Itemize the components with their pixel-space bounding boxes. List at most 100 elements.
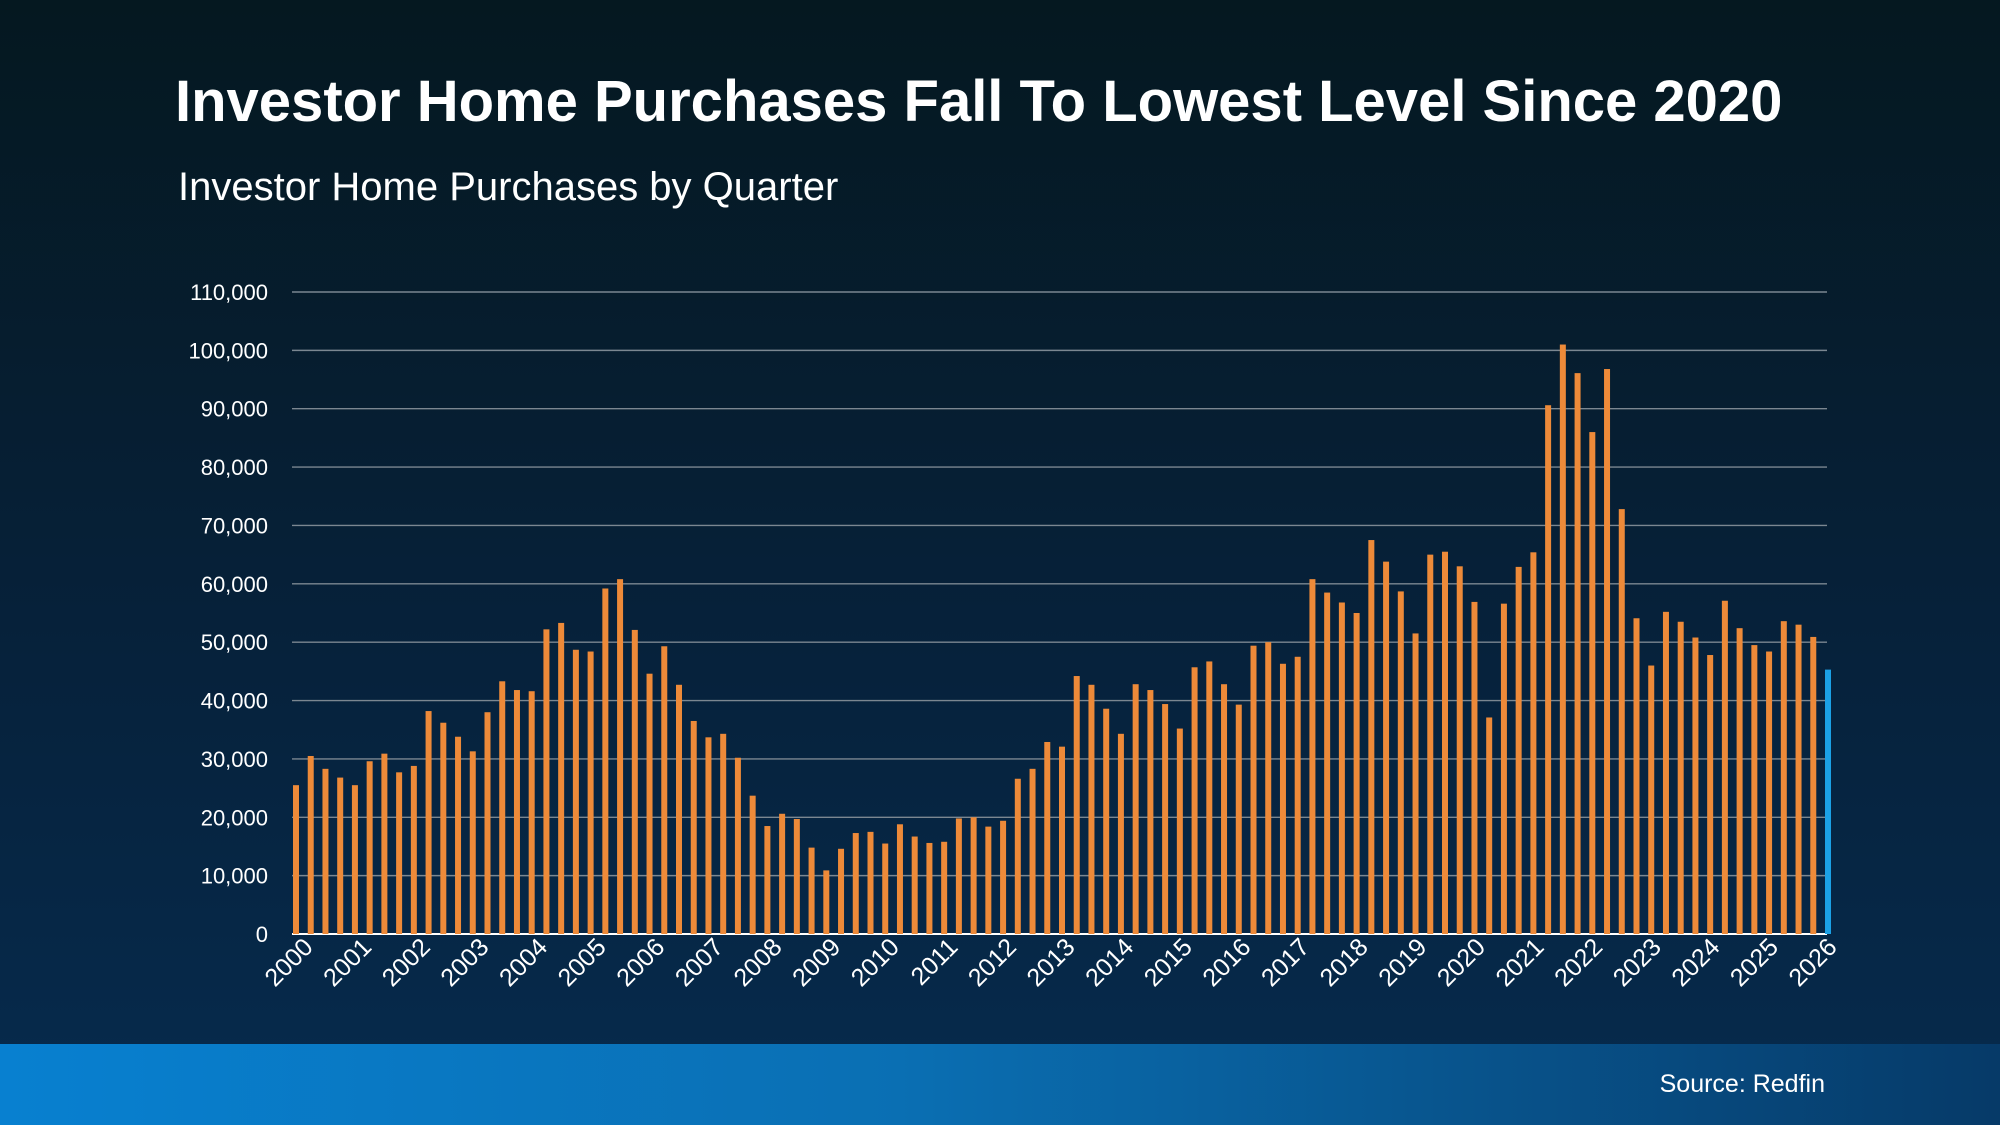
x-tick-label: 2007 (670, 933, 729, 992)
bar (631, 629, 638, 934)
bar (1059, 746, 1065, 934)
bar (1810, 636, 1817, 934)
bar (1147, 690, 1154, 934)
bar (896, 824, 903, 934)
x-tick-label: 2010 (846, 933, 905, 992)
x-tick-label: 2002 (377, 933, 436, 992)
bar (1545, 405, 1552, 934)
x-tick-label: 2026 (1783, 933, 1842, 992)
x-tick-label: 2004 (494, 933, 553, 992)
bar (1618, 509, 1625, 934)
y-tick-label: 90,000 (201, 397, 268, 422)
bar (808, 847, 815, 934)
x-tick-label: 2024 (1666, 933, 1725, 992)
x-axis-tick-labels: 2000 2001 2002 2003 2004 2005 2006 2007 2008 2009… (259, 933, 1842, 992)
bar (1648, 665, 1655, 934)
y-tick-label: 110,000 (190, 280, 268, 305)
bar (720, 733, 727, 934)
bar (764, 826, 771, 934)
bars (293, 344, 1831, 934)
bar (1309, 579, 1316, 934)
bar (1574, 373, 1581, 934)
bar (1633, 618, 1640, 934)
bar (1294, 656, 1301, 934)
bar (1780, 621, 1787, 934)
x-tick-label: 2012 (963, 933, 1022, 992)
bar (1221, 684, 1228, 934)
bar (1000, 820, 1007, 934)
bar (1265, 642, 1272, 934)
y-tick-label: 10,000 (201, 864, 268, 889)
bar (1368, 540, 1375, 934)
bar (1191, 667, 1198, 934)
bar (1707, 655, 1714, 934)
bar (1383, 561, 1390, 934)
x-tick-label: 2005 (553, 933, 612, 992)
bar (955, 818, 962, 934)
bar (1692, 637, 1699, 934)
x-tick-label: 2003 (435, 933, 494, 992)
x-tick-label: 2025 (1725, 933, 1784, 992)
bar (410, 765, 417, 934)
x-tick-label: 2020 (1432, 933, 1491, 992)
bar (1559, 344, 1566, 934)
bar (1412, 633, 1419, 934)
bar (1088, 684, 1095, 934)
chart-subtitle: Investor Home Purchases by Quarter (178, 165, 839, 209)
bar (1338, 602, 1345, 934)
bar (440, 722, 447, 934)
bar (484, 712, 491, 934)
bar (793, 819, 800, 934)
y-tick-label: 30,000 (201, 747, 268, 772)
bar (941, 841, 948, 934)
bar (1500, 603, 1507, 934)
y-tick-label: 100,000 (188, 338, 268, 363)
x-tick-label: 2021 (1490, 933, 1549, 992)
bar (1029, 768, 1036, 934)
source-label: Source: Redfin (1659, 1070, 1825, 1098)
y-axis-tick-labels: 0 10,000 20,000 30,000 40,000 50,000 60,000 70,… (188, 280, 268, 947)
y-tick-label: 50,000 (201, 630, 268, 655)
x-tick-label: 2017 (1256, 933, 1315, 992)
bar (1397, 591, 1404, 934)
bar (1662, 611, 1669, 934)
bar (1766, 651, 1773, 934)
x-tick-label: 2022 (1549, 933, 1608, 992)
bar (1206, 661, 1213, 934)
bar (852, 833, 859, 934)
x-tick-label: 2013 (1021, 933, 1080, 992)
y-tick-label: 40,000 (201, 689, 268, 714)
x-tick-label: 2016 (1197, 933, 1256, 992)
x-tick-label: 2008 (728, 933, 787, 992)
bar-latest-quarter (1825, 669, 1831, 934)
bar (1353, 613, 1360, 934)
bar (425, 711, 432, 934)
bar (396, 772, 403, 934)
bar (1073, 676, 1080, 934)
bar (749, 795, 756, 934)
y-tick-label: 80,000 (201, 455, 268, 480)
bar (1427, 554, 1434, 934)
bar (1132, 684, 1139, 934)
bar (1014, 778, 1021, 934)
bar (499, 681, 506, 934)
x-tick-label: 2006 (611, 933, 670, 992)
bar (1103, 708, 1110, 934)
bar (823, 870, 830, 934)
bar (676, 684, 682, 934)
bar (1721, 600, 1728, 934)
bar (366, 761, 373, 934)
y-tick-label: 70,000 (201, 513, 268, 538)
y-tick-label: 0 (256, 922, 268, 947)
bar (1515, 566, 1522, 934)
bar (293, 785, 299, 934)
bar (661, 646, 668, 934)
x-tick-label: 2001 (318, 933, 377, 992)
bar (1176, 728, 1183, 934)
bar (1677, 621, 1684, 934)
bar (1279, 663, 1286, 934)
bar (322, 768, 329, 934)
bar (705, 737, 712, 934)
bar (985, 826, 992, 934)
x-tick-label: 2009 (787, 933, 846, 992)
